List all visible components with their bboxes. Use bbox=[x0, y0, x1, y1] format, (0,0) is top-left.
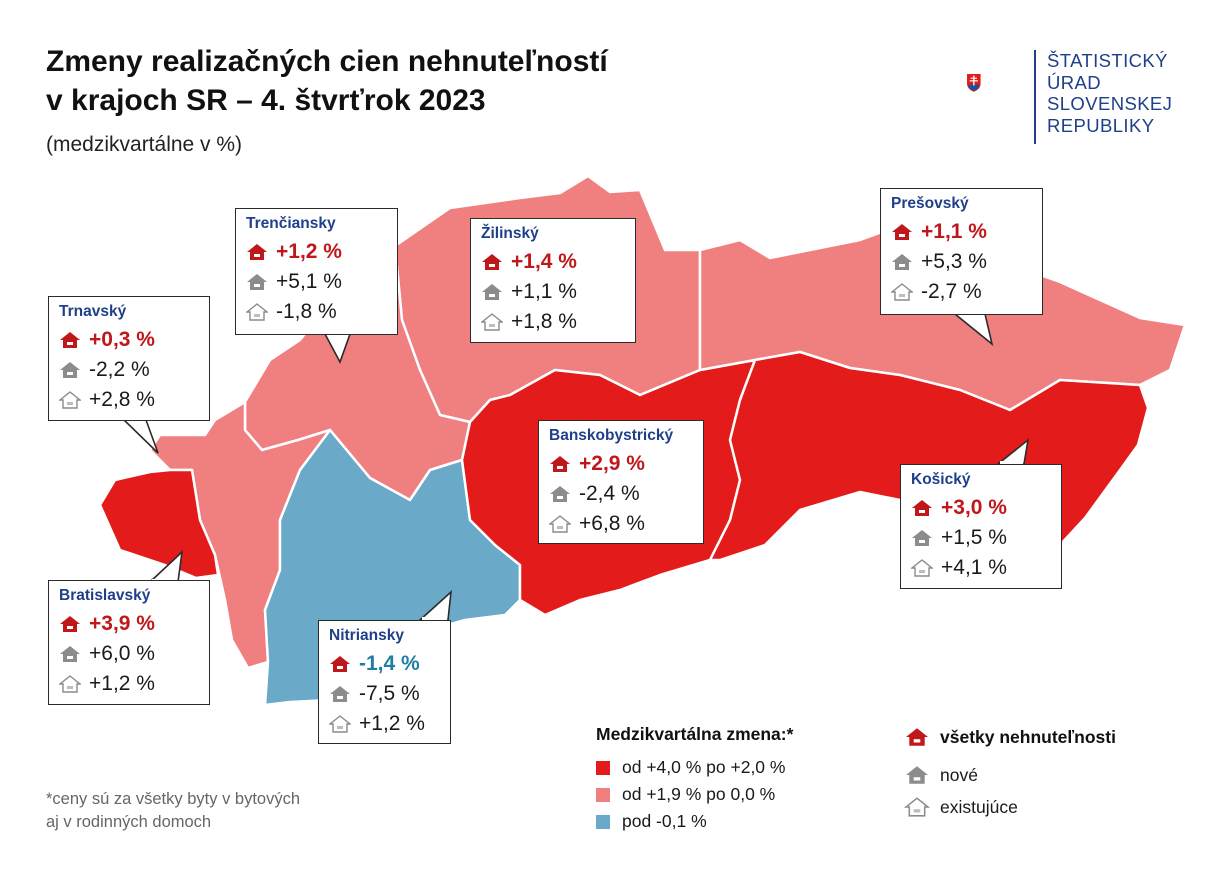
house-existing-icon bbox=[549, 515, 571, 533]
page-title: Zmeny realizačných cien nehnuteľností v … bbox=[46, 42, 608, 120]
house-all-icon bbox=[550, 456, 570, 472]
region-name: Trnavský bbox=[59, 303, 127, 320]
callout-zilinsky: Žilinský +1,4 % +1,1 % +1,8 % bbox=[470, 218, 636, 343]
house-new-icon bbox=[60, 362, 80, 378]
title-line-1: Zmeny realizačných cien nehnuteľností bbox=[46, 45, 608, 78]
logo-line-1: ŠTATISTICKÝ bbox=[1047, 50, 1168, 71]
legend-swatch-negative bbox=[596, 814, 610, 829]
row-all: +1,4 % bbox=[481, 247, 625, 277]
row-new: +6,0 % bbox=[59, 639, 199, 669]
house-existing-icon bbox=[911, 559, 933, 577]
legend-medium: od +1,9 % po 0,0 % bbox=[596, 784, 775, 805]
logo-divider bbox=[1034, 50, 1036, 144]
statistical-office-logo: ŠTATISTICKÝ ÚRAD SLOVENSKEJ REPUBLIKY bbox=[1047, 50, 1172, 136]
row-new: -2,2 % bbox=[59, 355, 199, 385]
callout-bratislavsky: Bratislavský +3,9 % +6,0 % +1,2 % bbox=[48, 580, 210, 705]
house-existing-icon bbox=[481, 313, 503, 331]
region-name: Banskobystrický bbox=[549, 427, 674, 444]
house-new-icon bbox=[912, 530, 932, 546]
callout-presovsky: Prešovský +1,1 % +5,3 % -2,7 % bbox=[880, 188, 1043, 315]
row-all: +3,9 % bbox=[59, 609, 199, 639]
row-all: +3,0 % bbox=[911, 493, 1051, 523]
logo-line-2: ÚRAD bbox=[1047, 71, 1102, 93]
callout-trnavsky: Trnavský +0,3 % -2,2 % +2,8 % bbox=[48, 296, 210, 421]
row-new: +1,1 % bbox=[481, 277, 625, 307]
row-existing: +2,8 % bbox=[59, 385, 199, 415]
region-bratislavsky[interactable] bbox=[98, 468, 220, 580]
house-new-icon bbox=[906, 766, 928, 784]
coat-of-arms-icon bbox=[967, 74, 981, 92]
row-all: +1,2 % bbox=[246, 237, 387, 267]
title-line-2: v krajoch SR – 4. štvrťrok 2023 bbox=[46, 84, 486, 117]
row-all: -1,4 % bbox=[329, 649, 440, 679]
row-new: +5,3 % bbox=[891, 247, 1032, 277]
house-all-icon bbox=[60, 332, 80, 348]
row-new: -2,4 % bbox=[549, 479, 693, 509]
region-name: Žilinský bbox=[481, 225, 539, 242]
row-all: +1,1 % bbox=[891, 217, 1032, 247]
house-all-icon bbox=[247, 244, 267, 260]
region-name: Prešovský bbox=[891, 195, 969, 212]
row-existing: -2,7 % bbox=[891, 277, 1032, 307]
region-name: Nitriansky bbox=[329, 627, 404, 644]
house-all-icon bbox=[482, 254, 502, 270]
house-existing-icon bbox=[59, 391, 81, 409]
legend-swatch-high bbox=[596, 760, 610, 775]
house-all-icon bbox=[892, 224, 912, 240]
house-new-icon bbox=[330, 686, 350, 702]
row-existing: -1,8 % bbox=[246, 297, 387, 327]
trnavsky-pointer bbox=[122, 419, 159, 454]
legend-high: od +4,0 % po +2,0 % bbox=[596, 757, 785, 778]
house-existing-icon bbox=[59, 675, 81, 693]
region-name: Bratislavský bbox=[59, 587, 151, 604]
callout-banskobystricky: Banskobystrický +2,9 % -2,4 % +6,8 % bbox=[538, 420, 704, 544]
house-existing-icon bbox=[891, 283, 913, 301]
legend-new: nové bbox=[904, 764, 978, 786]
footnote-line-1: *ceny sú za všetky byty v bytových bbox=[46, 790, 301, 808]
house-existing-icon bbox=[329, 715, 351, 733]
house-all-icon bbox=[330, 656, 350, 672]
row-existing: +1,2 % bbox=[59, 669, 199, 699]
callout-kosicky: Košický +3,0 % +1,5 % +4,1 % bbox=[900, 464, 1062, 589]
house-new-icon bbox=[892, 254, 912, 270]
region-name: Trenčiansky bbox=[246, 215, 336, 232]
footnote-line-2: aj v rodinných domoch bbox=[46, 813, 212, 831]
row-existing: +1,2 % bbox=[329, 709, 440, 739]
house-new-icon bbox=[550, 486, 570, 502]
logo-line-3: SLOVENSKEJ bbox=[1047, 93, 1173, 114]
callout-trenciansky: Trenčiansky +1,2 % +5,1 % -1,8 % bbox=[235, 208, 398, 335]
row-all: +2,9 % bbox=[549, 449, 693, 479]
row-existing: +1,8 % bbox=[481, 307, 625, 337]
legend-negative: pod -0,1 % bbox=[596, 811, 707, 832]
house-existing-icon bbox=[904, 797, 930, 817]
page-subtitle: (medzikvartálne v %) bbox=[46, 133, 243, 156]
footnote: *ceny sú za všetky byty v bytových aj v … bbox=[46, 788, 300, 834]
region-name: Košický bbox=[911, 471, 971, 488]
house-all-icon bbox=[912, 500, 932, 516]
house-all-icon bbox=[60, 616, 80, 632]
house-all-icon bbox=[906, 728, 928, 746]
row-all: +0,3 % bbox=[59, 325, 199, 355]
callout-nitriansky: Nitriansky -1,4 % -7,5 % +1,2 % bbox=[318, 620, 451, 744]
row-new: -7,5 % bbox=[329, 679, 440, 709]
house-existing-icon bbox=[246, 303, 268, 321]
row-new: +1,5 % bbox=[911, 523, 1051, 553]
legend-existing: existujúce bbox=[904, 796, 1018, 818]
row-existing: +4,1 % bbox=[911, 553, 1051, 583]
row-existing: +6,8 % bbox=[549, 509, 693, 539]
row-new: +5,1 % bbox=[246, 267, 387, 297]
house-new-icon bbox=[247, 274, 267, 290]
house-new-icon bbox=[60, 646, 80, 662]
legend-all-properties: všetky nehnuteľnosti bbox=[904, 726, 1116, 748]
legend-title: Medzikvartálna zmena:* bbox=[596, 724, 794, 744]
legend-swatch-medium bbox=[596, 787, 610, 802]
house-new-icon bbox=[482, 284, 502, 300]
logo-line-4: REPUBLIKY bbox=[1047, 114, 1155, 136]
